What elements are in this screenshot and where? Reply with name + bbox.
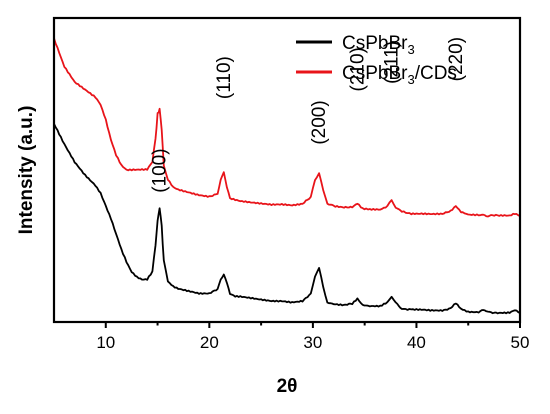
series-layer <box>53 37 521 315</box>
legend-label: CsPbBr3/CDs <box>342 63 457 87</box>
peak-label: (200) <box>309 100 330 144</box>
peak-label: (100) <box>150 148 171 192</box>
x-tick-label: 50 <box>511 333 530 352</box>
x-tick-label: 10 <box>96 333 115 352</box>
peak-label: (210) <box>347 47 368 91</box>
x-tick-label: 30 <box>303 333 322 352</box>
legend: CsPbBr3 CsPbBr3/CDs <box>296 33 457 87</box>
peak-label: (220) <box>446 37 467 81</box>
series-line-1 <box>53 37 521 218</box>
y-axis-title: Intensity (a.u.) <box>16 106 37 235</box>
peak-label: (110) <box>214 56 235 99</box>
x-tick-label: 40 <box>407 333 426 352</box>
x-tick-label: 20 <box>200 333 219 352</box>
series-line-0 <box>53 123 521 315</box>
plot-frame <box>52 16 522 324</box>
legend-label: CsPbBr3 <box>342 33 415 57</box>
peak-label: (211) <box>382 41 403 84</box>
x-axis-title: 2θ <box>277 376 298 397</box>
axes-layer: 10 20 30 40 50 <box>52 16 530 352</box>
peak-labels: (100) (110) (200) (210) (211) (220) <box>150 37 467 193</box>
